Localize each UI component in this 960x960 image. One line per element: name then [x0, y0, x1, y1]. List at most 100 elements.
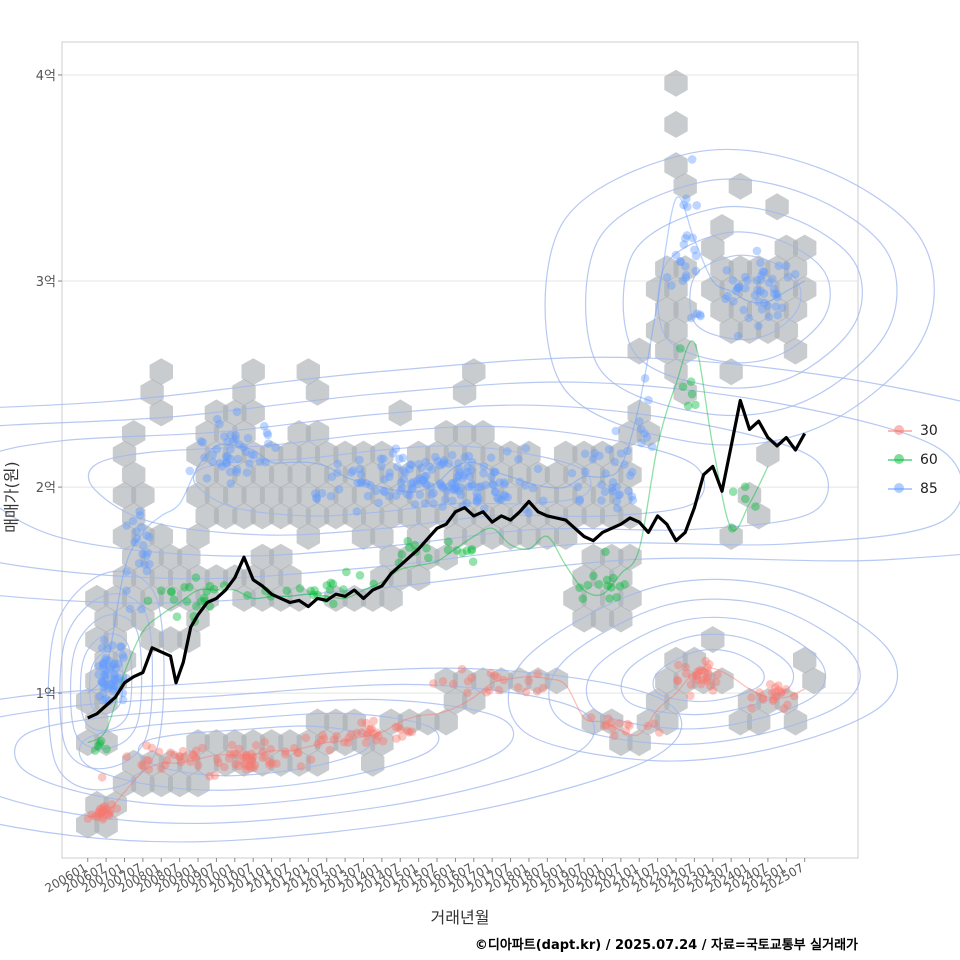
data-point-85 [438, 483, 448, 493]
data-point-30 [394, 723, 403, 732]
data-point-85 [109, 684, 118, 694]
data-point-85 [415, 490, 425, 500]
data-point-30 [247, 756, 257, 765]
data-point-60 [578, 594, 588, 603]
data-point-85 [456, 490, 466, 500]
data-point-60 [156, 586, 166, 595]
data-point-85 [142, 566, 152, 576]
data-point-30 [363, 728, 373, 738]
data-point-85 [312, 493, 321, 502]
data-point-60 [309, 590, 318, 600]
data-point-30 [774, 681, 783, 690]
data-point-85 [501, 492, 510, 501]
data-point-85 [261, 457, 270, 467]
data-point-30 [97, 807, 107, 817]
data-point-85 [396, 478, 406, 488]
data-point-30 [703, 672, 712, 682]
hex-bin [112, 481, 137, 509]
data-point-85 [353, 478, 362, 488]
data-point-85 [723, 291, 732, 301]
data-point-85 [442, 486, 451, 496]
data-point-85 [132, 534, 142, 543]
data-point-30 [318, 730, 328, 740]
data-point-30 [306, 755, 316, 764]
data-point-85 [239, 443, 248, 452]
hex-bin [600, 584, 624, 612]
data-point-85 [420, 472, 429, 481]
density-contour [584, 178, 898, 417]
data-point-30 [703, 668, 713, 678]
data-point-30 [90, 811, 100, 821]
data-point-30 [603, 714, 613, 723]
hex-bin [177, 543, 201, 571]
data-point-30 [711, 677, 721, 687]
hex-bin [351, 729, 376, 757]
scatter-points [83, 155, 800, 824]
data-point-30 [246, 763, 255, 773]
data-point-85 [97, 643, 107, 653]
hex-bin [425, 481, 449, 509]
data-point-85 [104, 656, 114, 665]
data-point-60 [458, 548, 467, 558]
data-point-30 [280, 750, 290, 759]
data-point-85 [405, 491, 414, 500]
data-point-30 [106, 806, 115, 816]
hex-bin [719, 275, 743, 303]
data-point-85 [616, 449, 626, 458]
hex-bin [213, 749, 238, 777]
data-point-85 [396, 486, 405, 495]
data-point-30 [692, 670, 702, 680]
data-point-85 [467, 481, 477, 491]
hex-bin [149, 358, 173, 386]
data-point-85 [488, 479, 498, 489]
density-contour [657, 231, 831, 364]
hex-bin [195, 584, 219, 612]
data-point-85 [472, 497, 482, 507]
data-point-85 [223, 452, 232, 461]
data-point-85 [520, 481, 530, 490]
data-point-30 [438, 676, 448, 686]
data-point-30 [770, 687, 780, 697]
data-point-30 [142, 741, 151, 750]
hex-bin [278, 564, 302, 592]
data-point-30 [241, 750, 251, 760]
hex-bin [425, 440, 449, 468]
data-point-30 [615, 719, 624, 728]
data-point-30 [198, 743, 207, 753]
data-point-85 [429, 499, 438, 508]
data-point-30 [499, 675, 509, 685]
data-point-85 [122, 521, 131, 530]
density-contour [689, 254, 802, 341]
data-point-60 [102, 744, 111, 754]
data-point-60 [199, 593, 209, 603]
data-point-30 [313, 739, 323, 749]
data-point-85 [757, 305, 767, 314]
hex-bin [793, 275, 817, 303]
data-point-30 [102, 804, 111, 814]
data-point-85 [734, 283, 743, 293]
data-point-30 [765, 679, 775, 689]
data-point-30 [240, 759, 249, 769]
data-point-85 [226, 454, 235, 464]
data-point-30 [601, 720, 611, 729]
hex-bin [756, 275, 780, 303]
data-point-30 [367, 724, 376, 734]
data-point-30 [695, 666, 704, 675]
data-point-60 [687, 389, 697, 399]
data-point-85 [623, 446, 632, 456]
data-point-60 [339, 585, 348, 594]
data-point-30 [701, 656, 710, 666]
hex-bin [581, 543, 605, 571]
hex-bin [802, 667, 826, 695]
hex-bin [489, 667, 514, 695]
data-point-85 [721, 294, 730, 304]
data-point-85 [109, 670, 119, 680]
data-point-30 [231, 759, 240, 769]
data-point-60 [605, 594, 614, 603]
hex-bin [296, 440, 320, 468]
data-point-30 [154, 747, 164, 757]
hex-bin [232, 584, 256, 612]
data-point-85 [476, 482, 486, 491]
data-point-85 [105, 680, 115, 690]
data-point-30 [769, 695, 778, 704]
